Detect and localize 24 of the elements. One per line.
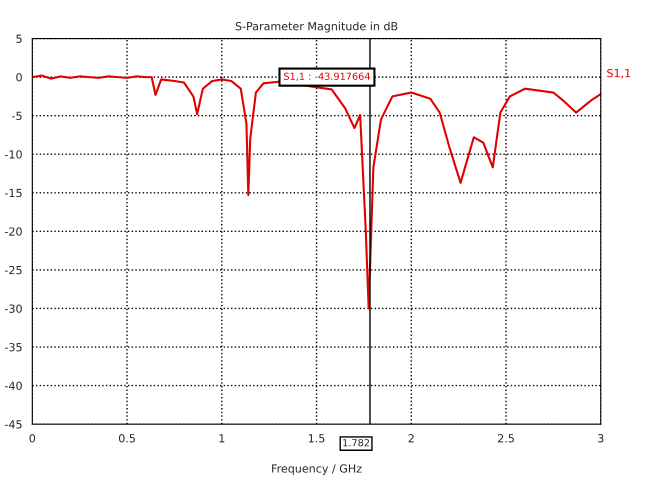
y-tick-label: -5	[12, 112, 22, 120]
x-tick-label: 1.5	[308, 434, 324, 442]
x-tick-label: 2	[408, 434, 414, 442]
y-tick-label: 5	[16, 34, 22, 43]
y-tick-label: -45	[4, 420, 22, 429]
y-tick-label: -10	[4, 150, 22, 159]
y-tick-label: -25	[4, 266, 22, 274]
x-tick-label: 0	[30, 434, 36, 442]
x-tick-label: 0.5	[118, 434, 135, 442]
annotation: S1,1 : -43.917664	[284, 72, 370, 81]
x-axis-title: Frequency / GHz	[272, 464, 362, 475]
x-tick-label: 2.5	[498, 434, 514, 442]
y-tick-label: -30	[4, 304, 22, 313]
x-tick-label: 3	[598, 434, 604, 442]
y-tick-label: -20	[4, 227, 22, 236]
y-tick-label: -15	[4, 188, 22, 198]
y-tick-label: 0	[16, 73, 22, 82]
y-tick-label: -40	[4, 382, 22, 390]
line-series	[32, 74, 601, 310]
y-tick-label: -35	[4, 343, 22, 352]
chart-title: S-Parameter Magnitude in dB	[236, 22, 398, 33]
series-label: S1,1	[607, 68, 630, 78]
x-tick-label: 1	[219, 434, 224, 442]
ref-line-label: 1.782	[343, 439, 370, 446]
